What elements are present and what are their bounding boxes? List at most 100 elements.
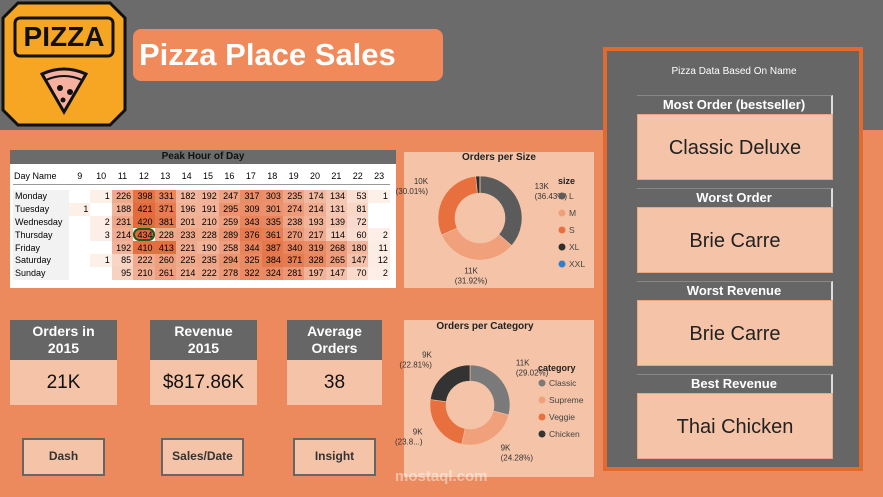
value-label: (23.8...) xyxy=(395,437,423,446)
donut-slice xyxy=(469,364,511,416)
legend-label: Chicken xyxy=(549,429,580,439)
heatmap-cell: 270 xyxy=(282,228,305,242)
heatmap-cell: 434 xyxy=(133,228,155,242)
kpi-header: Revenue 2015 xyxy=(150,320,257,360)
heatmap-cell: 265 xyxy=(325,253,348,267)
heatmap-cell: 180 xyxy=(347,241,369,254)
heatmap-row: Thursday 3 214 434 228 233 228 289 376 361 270 217 1… xyxy=(13,228,390,242)
column-header: 10 xyxy=(90,168,112,185)
card-label: Best Revenue xyxy=(637,374,833,393)
heatmap-cell: 210 xyxy=(197,215,219,229)
heatmap-cell: 1 xyxy=(90,253,112,267)
column-header: 19 xyxy=(282,168,305,185)
heatmap-cell: 225 xyxy=(175,253,198,267)
legend-title: size xyxy=(558,176,575,186)
kpi-label: Revenue 2015 xyxy=(174,323,233,356)
heatmap-cell: 214 xyxy=(304,202,326,216)
column-header: 16 xyxy=(218,168,241,185)
kpi-label: Average Orders xyxy=(307,323,362,356)
column-header: 12 xyxy=(133,168,155,185)
heatmap-cell: 1 xyxy=(90,190,112,203)
heatmap-cell: 328 xyxy=(304,253,326,267)
heatmap-cell: 3 xyxy=(90,228,112,242)
column-header: 14 xyxy=(175,168,198,185)
heatmap-cell: 222 xyxy=(197,266,219,280)
value-label: (22.81%) xyxy=(399,360,432,369)
heatmap-cell: 2 xyxy=(368,228,390,242)
legend-swatch xyxy=(558,243,566,251)
heatmap-cell: 319 xyxy=(304,241,326,254)
donut-slice xyxy=(479,175,523,247)
donut-slice xyxy=(429,399,466,445)
heatmap-row: Friday 192 410 413 221 190 258 344 387 340 319 268 1… xyxy=(13,241,390,254)
legend-swatch xyxy=(558,192,566,200)
heatmap-cell: 371 xyxy=(154,202,176,216)
heatmap-cell: 192 xyxy=(197,190,219,203)
heatmap-cell: 60 xyxy=(347,228,369,242)
card-label: Most Order (bestseller) xyxy=(637,95,833,114)
heatmap-cell: 233 xyxy=(175,228,198,242)
day-name: Sunday xyxy=(13,266,69,280)
legend-swatch xyxy=(558,209,566,217)
header-row: Day Name 9 10 11 12 13 14 15 16 17 18 19 20 21 22 23 xyxy=(13,168,390,185)
value-label: (31.92%) xyxy=(455,276,488,285)
heatmap-cell: 147 xyxy=(325,266,348,280)
heatmap-cell: 398 xyxy=(133,190,155,203)
legend-swatch xyxy=(558,226,566,234)
kpi-value: 38 xyxy=(287,360,382,405)
card-label: Worst Order xyxy=(637,188,833,207)
heatmap-cell: 188 xyxy=(111,202,134,216)
card-value: Brie Carre xyxy=(637,207,833,273)
heatmap-cell: 114 xyxy=(325,228,348,242)
kpi-value: $817.86K xyxy=(150,360,257,405)
column-header: 15 xyxy=(197,168,219,185)
column-header: Day Name xyxy=(13,168,69,185)
column-header: 22 xyxy=(347,168,369,185)
heatmap-cell: 53 xyxy=(347,190,369,203)
heatmap-cell: 260 xyxy=(154,253,176,267)
heatmap-cell: 361 xyxy=(261,228,283,242)
nav-button[interactable]: Insight xyxy=(293,438,376,476)
value-label: (36.43%) xyxy=(535,192,568,201)
heatmap-cell: 259 xyxy=(218,215,241,229)
heatmap-cell: 281 xyxy=(282,266,305,280)
chart-title: Orders per Category xyxy=(436,321,534,332)
heatmap-cell: 221 xyxy=(175,241,198,254)
heatmap-cell: 344 xyxy=(240,241,262,254)
heatmap-cell: 174 xyxy=(304,190,326,203)
heatmap-cell: 131 xyxy=(325,202,348,216)
column-header: 9 xyxy=(69,168,91,185)
nav-button[interactable]: Dash xyxy=(22,438,105,476)
heatmap-cell: 268 xyxy=(325,241,348,254)
kpi-value: 21K xyxy=(10,360,117,405)
nav-button[interactable]: Sales/Date xyxy=(161,438,244,476)
heatmap-cell: 139 xyxy=(325,215,348,229)
day-name: Tuesday xyxy=(13,202,69,216)
chart-title: Orders per Size xyxy=(462,152,536,163)
heatmap-panel: Peak Hour of Day Day Name 9 10 11 12 13 14 15 16… xyxy=(10,150,396,288)
heatmap-cell: 421 xyxy=(133,202,155,216)
column-header: 11 xyxy=(111,168,134,185)
column-header: 17 xyxy=(240,168,262,185)
card-value: Classic Deluxe xyxy=(637,114,833,180)
heatmap-cell: 235 xyxy=(282,190,305,203)
heatmap-cell: 226 xyxy=(111,190,134,203)
heatmap-cell: 197 xyxy=(304,266,326,280)
donut-slice xyxy=(430,364,471,403)
heatmap-cell: 201 xyxy=(175,215,198,229)
watermark: mostaql.com xyxy=(395,468,488,485)
day-name: Wednesday xyxy=(13,215,69,229)
legend-label: XXL xyxy=(569,259,585,269)
column-header: 21 xyxy=(325,168,348,185)
heatmap-row: Wednesday 2 231 420 381 201 210 259 343 335 238 193… xyxy=(13,215,390,229)
legend-swatch xyxy=(538,430,546,438)
heatmap-cell: 193 xyxy=(304,215,326,229)
kpi-header: Orders in 2015 xyxy=(10,320,117,360)
heatmap-row: Saturday 1 85 222 260 225 235 294 325 384 371 328 26… xyxy=(13,253,390,267)
heatmap-cell: 191 xyxy=(197,202,219,216)
heatmap-cell: 371 xyxy=(282,253,305,267)
heatmap-cell: 303 xyxy=(261,190,283,203)
card-value: Brie Carre xyxy=(637,300,833,366)
